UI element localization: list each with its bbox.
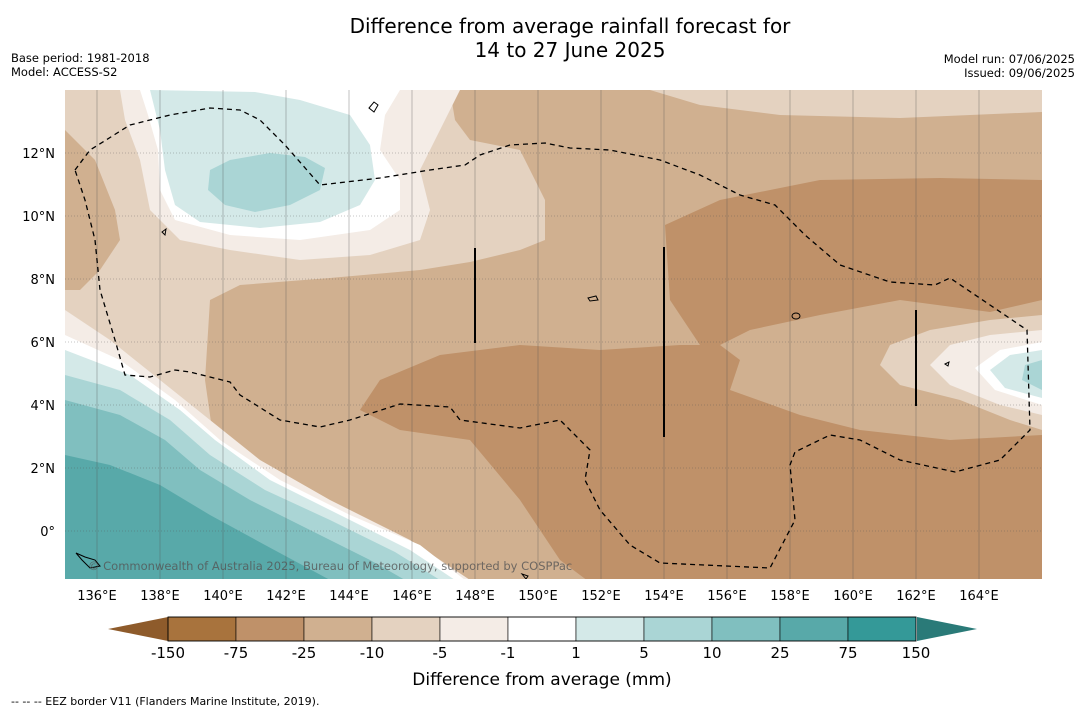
eez-footnote: -- -- -- EEZ border V11 (Flanders Marine… [11,695,320,708]
lon-tick-label: 148°E [455,589,495,604]
contour-ne-band [650,90,1042,118]
colorbar-bin [643,616,713,642]
map-fill-layer [65,90,1042,579]
island-outline [587,295,599,302]
lat-tick-label: 2°N [31,462,56,477]
lon-tick-label: 158°E [770,589,810,604]
colorbar-tick-label: -75 [224,644,249,662]
title-line-1: Difference from average rainfall forecas… [349,14,791,38]
colorbar-bin [439,616,509,642]
lon-tick-label: 142°E [266,589,306,604]
lon-tick-label: 140°E [203,589,243,604]
island-outline [944,361,950,367]
longitude-labels: 136°E 138°E 140°E 142°E 144°E 146°E 148°E 150°E… [77,589,999,604]
island-outline [75,552,101,569]
colorbar-bin [779,616,849,642]
copyright-notice: © Commonwealth of Australia 2025, Bureau… [88,559,572,573]
colorbar-tick-label: 5 [639,644,649,662]
colorbar-tick-label: 150 [902,644,931,662]
colorbar-tick-label: -150 [151,644,185,662]
colorbar-bin [235,616,305,642]
title-line-2: 14 to 27 June 2025 [474,38,666,62]
lon-tick-label: 152°E [581,589,621,604]
island-outline [161,227,167,237]
lon-tick-label: 136°E [77,589,117,604]
colorbar-tick-label: 75 [838,644,857,662]
lon-tick-label: 164°E [959,589,999,604]
island-outline [520,572,529,579]
lat-tick-label: 12°N [22,147,55,162]
lon-tick-label: 154°E [644,589,684,604]
lon-tick-label: 146°E [392,589,432,604]
contour-minus75-south [360,345,1042,579]
chart-title: Difference from average rainfall forecas… [0,14,1085,62]
model-label: Model: ACCESS-S2 [11,65,118,79]
latitude-labels: 12°N 10°N 8°N 6°N 4°N 2°N 0° [22,147,55,540]
lat-tick-label: 10°N [22,210,55,225]
lon-tick-label: 150°E [518,589,558,604]
colorbar-tick-label: -5 [433,644,448,662]
lat-tick-label: 0° [40,525,55,540]
colorbar-bin [711,616,781,642]
colorbar-tick-labels: -150 -75 -25 -10 -5 -1 1 5 10 25 75 150 [151,644,930,662]
issued-label: Issued: 09/06/2025 [964,66,1075,80]
colorbar: -150 -75 -25 -10 -5 -1 1 5 10 25 75 150 Difference … [108,616,977,690]
contour-plus5-nw [208,153,325,212]
lon-tick-label: 160°E [833,589,873,604]
lat-tick-label: 4°N [31,399,56,414]
colorbar-tick-label: -10 [360,644,385,662]
colorbar-title: Difference from average (mm) [412,670,671,690]
island-outline [368,101,379,113]
colorbar-tick-label: -1 [501,644,516,662]
colorbar-tick-label: 25 [770,644,789,662]
lon-tick-label: 162°E [896,589,936,604]
colorbar-tick-label: 10 [702,644,721,662]
colorbar-tick-label: -25 [292,644,317,662]
contour-plus25-sw [65,455,329,579]
lon-tick-label: 138°E [140,589,180,604]
contour-west-patch [65,130,120,290]
contour-plus5-e [1022,360,1042,390]
lon-tick-label: 144°E [329,589,369,604]
colorbar-frame [167,616,917,642]
lat-tick-label: 8°N [31,273,56,288]
colorbar-bin [507,616,577,642]
model-run-label: Model run: 07/06/2025 [943,52,1075,66]
base-period-label: Base period: 1981-2018 [11,51,150,65]
colorbar-wet-extreme [917,617,977,641]
colorbar-bin [847,616,917,642]
meta-left: Base period: 1981-2018 Model: ACCESS-S2 [11,51,150,79]
colorbar-bin [371,616,441,642]
colorbar-bin [303,616,373,642]
eez-border [74,107,1031,569]
island-outline [791,312,801,320]
colorbar-tick-label: 1 [571,644,581,662]
colorbar-dry-extreme [108,617,168,641]
island-outlines [75,101,950,579]
colorbar-bin [167,616,237,642]
colorbar-bins [167,616,917,642]
colorbar-bin [575,616,645,642]
meta-right: Model run: 07/06/2025 Issued: 09/06/2025 [944,52,1075,80]
lat-tick-label: 6°N [31,336,56,351]
contour-minus75-north [665,178,1042,345]
lon-tick-label: 156°E [707,589,747,604]
